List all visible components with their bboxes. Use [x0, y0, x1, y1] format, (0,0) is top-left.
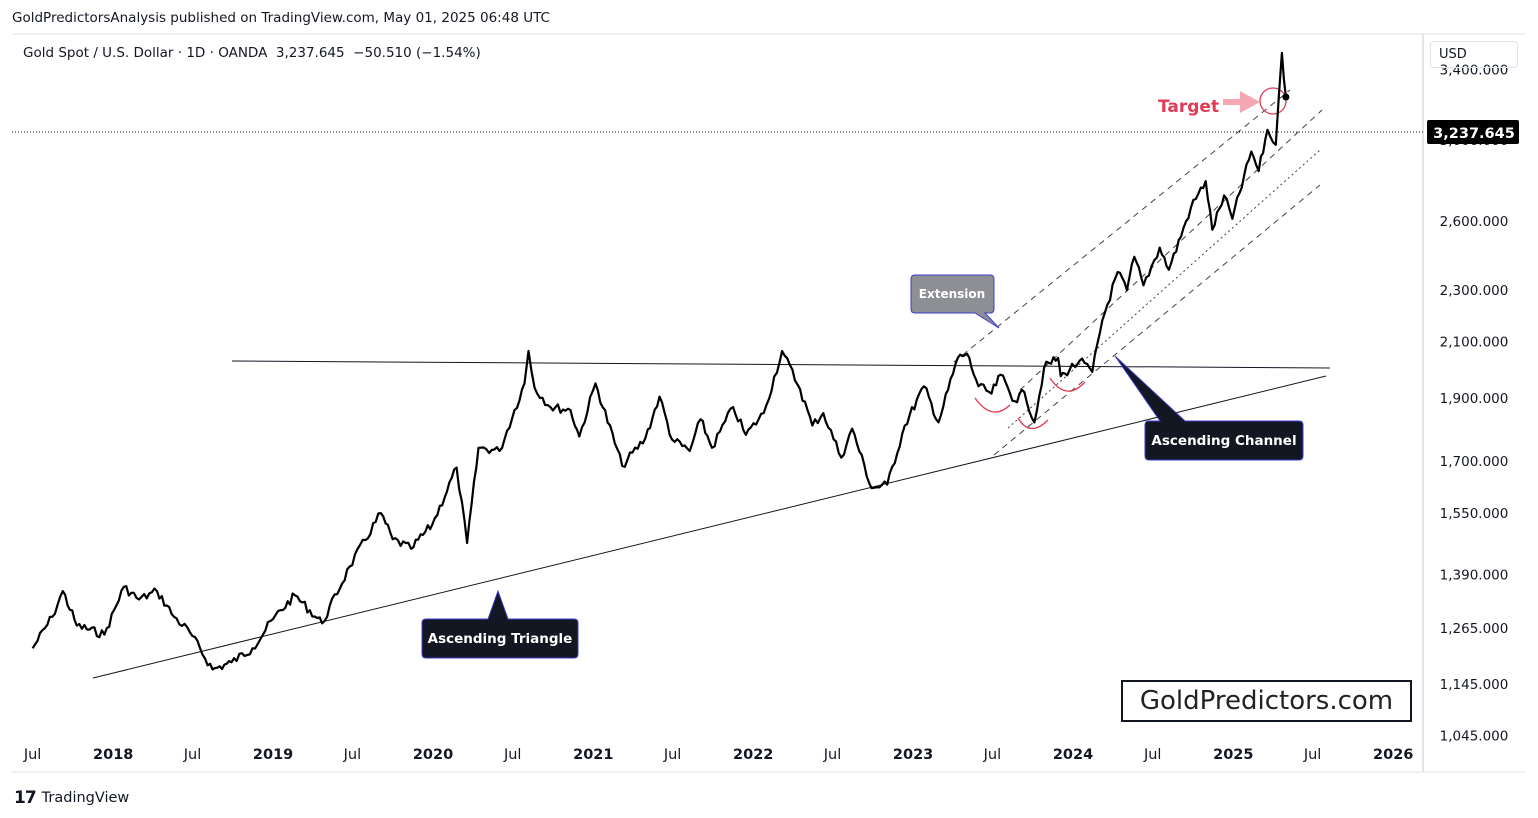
triangle-resistance-line — [231, 360, 1331, 369]
price-tick-label: 1,390.000 — [1440, 568, 1509, 584]
extension-callout-box — [910, 274, 1000, 329]
last-price-tag: 3,237.645 — [1427, 120, 1519, 144]
time-tick-label: 2022 — [733, 747, 773, 763]
publisher-line: GoldPredictorsAnalysis published on Trad… — [12, 10, 550, 26]
target-arrow — [1223, 91, 1260, 113]
channel-callout-box — [1114, 355, 1304, 461]
time-tick-label: Jul — [1303, 747, 1322, 763]
channel-mid-upper-line — [1019, 109, 1323, 391]
triangle-callout-box — [421, 589, 579, 659]
price-tick-label: 1,265.000 — [1440, 621, 1509, 637]
time-tick-label: Jul — [663, 747, 682, 763]
price-tick-label: 1,900.000 — [1440, 391, 1509, 407]
cup-arc-middle — [1017, 417, 1049, 430]
last-price-dot — [1282, 93, 1290, 101]
channel-lower-line — [993, 184, 1321, 456]
channel-callout-label: Ascending Channel — [1151, 433, 1296, 449]
cup-arc-right — [1049, 377, 1086, 392]
target-circle — [1259, 87, 1287, 115]
time-axis[interactable]: Jul 2018 Jul 2019 Jul 2020 Jul 2021 Jul 2022 Jul 20… — [23, 747, 1414, 763]
time-tick-label: Jul — [343, 747, 362, 763]
last-price-tag-text: 3,237.645 — [1433, 126, 1515, 142]
time-tick-label: 2020 — [413, 747, 453, 763]
channel-upper-line — [953, 89, 1291, 363]
time-tick-label: 2021 — [573, 747, 613, 763]
price-tick-label: 2,600.000 — [1440, 214, 1509, 230]
tradingview-wordmark: TradingView — [41, 790, 130, 806]
callouts: Extension Ascending Triangle Ascending C… — [421, 274, 1304, 659]
time-tick-label: Jul — [503, 747, 522, 763]
currency-button[interactable]: USD — [1430, 41, 1518, 68]
target-label: Target — [1158, 97, 1219, 117]
drawings: Target — [12, 87, 1423, 679]
watermark-logo: GoldPredictors.com — [1121, 680, 1412, 722]
time-tick-label: 2025 — [1213, 747, 1253, 763]
time-tick-label: Jul — [1143, 747, 1162, 763]
time-tick-label: Jul — [23, 747, 42, 763]
time-tick-label: Jul — [823, 747, 842, 763]
time-tick-label: 2023 — [893, 747, 933, 763]
price-tick-label: 1,145.000 — [1440, 677, 1509, 693]
time-tick-label: 2026 — [1373, 747, 1413, 763]
cup-arc-left — [974, 397, 1011, 413]
price-tick-label: 1,700.000 — [1440, 454, 1509, 470]
triangle-callout-label: Ascending Triangle — [428, 631, 573, 647]
time-tick-label: 2019 — [253, 747, 293, 763]
time-tick-label: Jul — [183, 747, 202, 763]
triangle-support-line — [92, 375, 1327, 679]
price-tick-label: 2,100.000 — [1440, 335, 1509, 351]
price-tick-label: 3,400.000 — [1440, 62, 1509, 78]
tradingview-footer[interactable]: 17 TradingView — [14, 788, 129, 808]
symbol-legend[interactable]: Gold Spot / U.S. Dollar · 1D · OANDA 3,2… — [23, 45, 481, 61]
extension-callout-label: Extension — [919, 287, 985, 301]
tradingview-logo-icon: 17 — [14, 788, 37, 808]
time-tick-label: 2018 — [93, 747, 133, 763]
last-price-tag-bg — [1427, 120, 1519, 144]
time-tick-label: Jul — [983, 747, 1002, 763]
price-line — [31, 51, 1287, 671]
price-axis[interactable]: 1,045.000 1,145.000 1,265.000 1,390.000 1,55… — [1440, 62, 1509, 744]
price-tick-label: 1,045.000 — [1440, 729, 1509, 745]
price-tick-label: 2,300.000 — [1440, 283, 1509, 299]
price-tick-label: 1,550.000 — [1440, 506, 1509, 522]
channel-mid-line — [1007, 149, 1321, 429]
time-tick-label: 2024 — [1053, 747, 1093, 763]
